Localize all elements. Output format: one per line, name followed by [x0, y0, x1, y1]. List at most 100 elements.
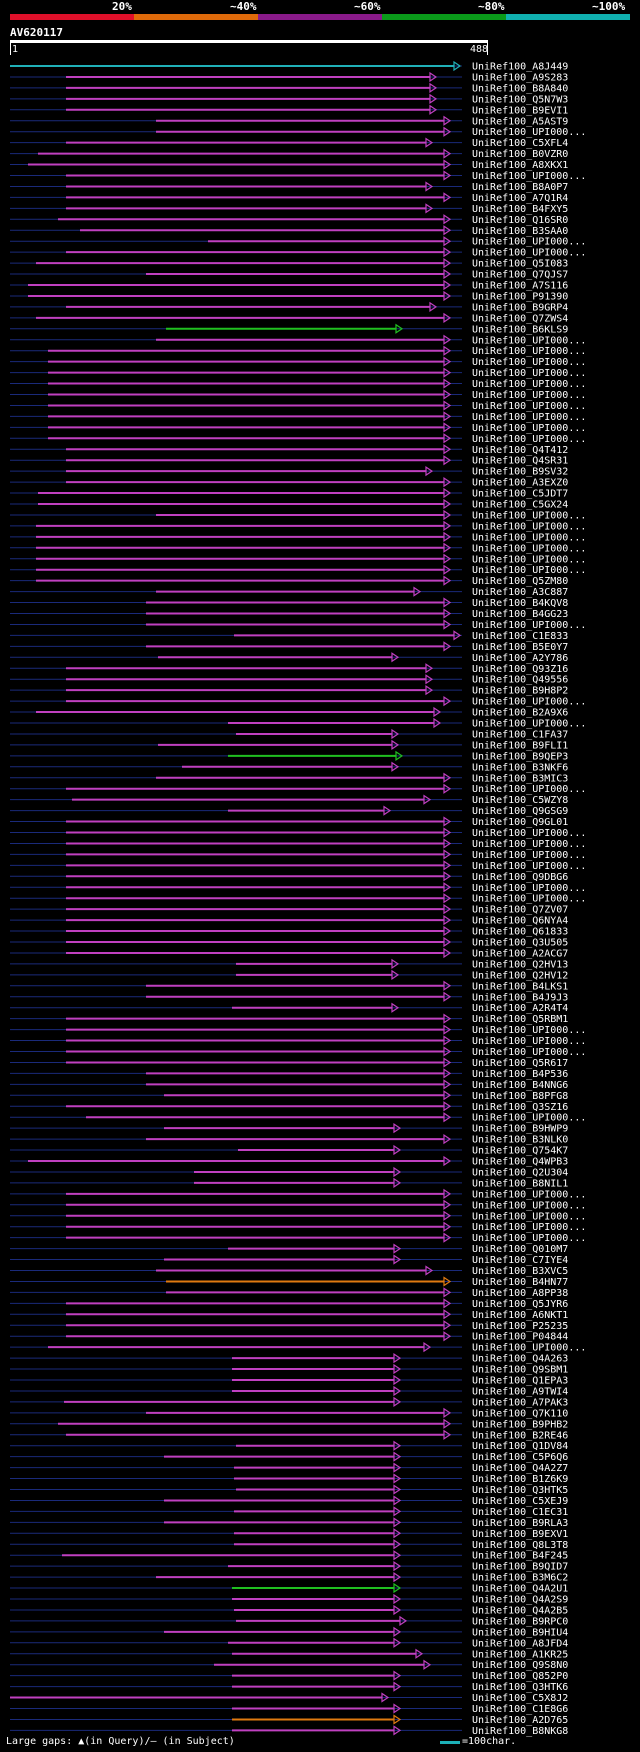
hit-label[interactable]: UniRef100_B2RE46 — [472, 1430, 568, 1441]
hit-label[interactable]: UniRef100_B2A9X6 — [472, 708, 568, 719]
hit-label[interactable]: UniRef100_B5E0Y7 — [472, 642, 568, 653]
hit-label[interactable]: UniRef100_UPI000... — [472, 248, 586, 259]
hit-row[interactable]: UniRef100_Q3HTK5 — [10, 1484, 568, 1496]
hit-row[interactable]: UniRef100_A6NKT1 — [10, 1309, 568, 1321]
hit-row[interactable]: UniRef100_B8NIL1 — [10, 1177, 568, 1189]
hit-label[interactable]: UniRef100_UPI000... — [472, 390, 586, 401]
hit-label[interactable]: UniRef100_B9PHB2 — [472, 1419, 568, 1430]
hit-row[interactable]: UniRef100_A2ACG7 — [10, 947, 568, 959]
hit-label[interactable]: UniRef100_Q7K110 — [472, 1408, 568, 1419]
hit-label[interactable]: UniRef100_A7PAK3 — [472, 1397, 568, 1408]
hit-row[interactable]: UniRef100_B9GRP4 — [10, 301, 568, 313]
hit-row[interactable]: UniRef100_Q9DBG6 — [10, 871, 568, 883]
hit-label[interactable]: UniRef100_B0VZR0 — [472, 149, 568, 160]
hit-row[interactable]: UniRef100_B3NLK0 — [10, 1133, 568, 1146]
hit-label[interactable]: UniRef100_Q9S8N0 — [472, 1660, 568, 1671]
hit-row[interactable]: UniRef100_Q2U304 — [10, 1166, 568, 1178]
hit-row[interactable]: UniRef100_Q61833 — [10, 925, 568, 938]
hit-label[interactable]: UniRef100_UPI000... — [472, 839, 586, 850]
hit-label[interactable]: UniRef100_A9TWI4 — [472, 1386, 568, 1397]
hit-label[interactable]: UniRef100_B3NKF6 — [472, 762, 568, 773]
hit-row[interactable]: UniRef100_UPI000... — [10, 1046, 586, 1058]
hit-row[interactable]: UniRef100_B9FLI1 — [10, 739, 568, 751]
hit-label[interactable]: UniRef100_UPI000... — [472, 127, 586, 138]
hit-label[interactable]: UniRef100_Q5I083 — [472, 259, 568, 270]
hit-label[interactable]: UniRef100_B9FLI1 — [472, 740, 568, 751]
hit-row[interactable]: UniRef100_Q7QJS7 — [10, 268, 568, 281]
hit-row[interactable]: UniRef100_B4GG23 — [10, 608, 568, 620]
hit-label[interactable]: UniRef100_B9H8P2 — [472, 686, 568, 697]
hit-row[interactable]: UniRef100_B9EVI1 — [10, 104, 568, 116]
hit-label[interactable]: UniRef100_C1EC31 — [472, 1507, 568, 1518]
hit-label[interactable]: UniRef100_UPI000... — [472, 171, 586, 182]
hit-label[interactable]: UniRef100_UPI000... — [472, 697, 586, 708]
hit-label[interactable]: UniRef100_UPI000... — [472, 1047, 586, 1058]
hit-row[interactable]: UniRef100_Q9GL01 — [10, 816, 568, 828]
hit-label[interactable]: UniRef100_Q16SR0 — [472, 215, 568, 226]
hit-row[interactable]: UniRef100_UPI000... — [10, 236, 586, 248]
hit-row[interactable]: UniRef100_A1KR25 — [10, 1648, 568, 1660]
hit-row[interactable]: UniRef100_Q754K7 — [10, 1144, 568, 1157]
hit-label[interactable]: UniRef100_B4J9J3 — [472, 992, 568, 1003]
hit-row[interactable]: UniRef100_Q4A2S9 — [10, 1593, 568, 1606]
hit-row[interactable]: UniRef100_B9QEP3 — [10, 750, 568, 762]
hit-row[interactable]: UniRef100_Q9GSG9 — [10, 805, 568, 817]
hit-row[interactable]: UniRef100_UPI000... — [10, 520, 586, 532]
hit-row[interactable]: UniRef100_C5P6Q6 — [10, 1451, 568, 1463]
hit-row[interactable]: UniRef100_B3M6C2 — [10, 1571, 568, 1584]
hit-row[interactable]: UniRef100_Q5N7W3 — [10, 93, 568, 105]
hit-row[interactable]: UniRef100_Q4A263 — [10, 1352, 568, 1365]
hit-row[interactable]: UniRef100_B4HN77 — [10, 1276, 568, 1288]
hit-label[interactable]: UniRef100_Q3HTK5 — [472, 1485, 568, 1496]
hit-row[interactable]: UniRef100_C1E8G6 — [10, 1703, 568, 1715]
hit-row[interactable]: UniRef100_UPI000... — [10, 345, 586, 357]
hit-row[interactable]: UniRef100_Q4A2U1 — [10, 1582, 568, 1595]
hit-row[interactable]: UniRef100_B4P536 — [10, 1068, 568, 1080]
hit-row[interactable]: UniRef100_B4NNG6 — [10, 1079, 568, 1091]
hit-label[interactable]: UniRef100_B8NKG8 — [472, 1726, 568, 1737]
hit-row[interactable]: UniRef100_B9HIU4 — [10, 1626, 568, 1638]
hit-row[interactable]: UniRef100_C5XEJ9 — [10, 1495, 568, 1507]
hit-row[interactable]: UniRef100_Q93Z16 — [10, 663, 568, 675]
hit-label[interactable]: UniRef100_Q5ZM80 — [472, 576, 568, 587]
hit-label[interactable]: UniRef100_B9HIU4 — [472, 1627, 568, 1638]
hit-row[interactable]: UniRef100_A9S283 — [10, 71, 568, 83]
hit-label[interactable]: UniRef100_C5XEJ9 — [472, 1496, 568, 1507]
hit-row[interactable]: UniRef100_A9TWI4 — [10, 1385, 568, 1397]
hit-label[interactable]: UniRef100_UPI000... — [472, 1200, 586, 1211]
hit-row[interactable]: UniRef100_Q4WPB3 — [10, 1155, 568, 1168]
hit-label[interactable]: UniRef100_B3MIC3 — [472, 773, 568, 784]
hit-label[interactable]: UniRef100_UPI000... — [472, 1036, 586, 1047]
hit-row[interactable]: UniRef100_Q9S8N0 — [10, 1659, 568, 1671]
hit-row[interactable]: UniRef100_A2Y786 — [10, 652, 568, 664]
hit-label[interactable]: UniRef100_UPI000... — [472, 510, 586, 521]
hit-label[interactable]: UniRef100_Q6NYA4 — [472, 916, 568, 927]
hit-label[interactable]: UniRef100_B8A0P7 — [472, 182, 568, 193]
hit-label[interactable]: UniRef100_UPI000... — [472, 1222, 586, 1233]
hit-row[interactable]: UniRef100_UPI000... — [10, 378, 586, 390]
hit-row[interactable]: UniRef100_C5GX24 — [10, 498, 568, 511]
hit-label[interactable]: UniRef100_Q3SZ16 — [472, 1102, 568, 1113]
hit-row[interactable]: UniRef100_B9RLA3 — [10, 1517, 568, 1529]
hit-label[interactable]: UniRef100_B4NNG6 — [472, 1080, 568, 1091]
hit-row[interactable]: UniRef100_A2R4T4 — [10, 1002, 568, 1014]
hit-row[interactable]: UniRef100_B9RPC0 — [10, 1615, 568, 1627]
hit-label[interactable]: UniRef100_UPI000... — [472, 850, 586, 861]
hit-row[interactable]: UniRef100_C5JDT7 — [10, 487, 568, 500]
hit-label[interactable]: UniRef100_UPI000... — [472, 554, 586, 565]
hit-label[interactable]: UniRef100_B9EVI1 — [472, 105, 568, 116]
hit-row[interactable]: UniRef100_Q7ZV07 — [10, 904, 568, 916]
hit-label[interactable]: UniRef100_A8JFD4 — [472, 1638, 568, 1649]
hit-label[interactable]: UniRef100_Q4SR31 — [472, 456, 568, 467]
hit-label[interactable]: UniRef100_A1KR25 — [472, 1649, 568, 1660]
hit-row[interactable]: UniRef100_B8NKG8 — [10, 1725, 568, 1737]
hit-label[interactable]: UniRef100_P25235 — [472, 1321, 568, 1332]
hit-label[interactable]: UniRef100_UPI000... — [472, 1113, 586, 1124]
hit-label[interactable]: UniRef100_C5JDT7 — [472, 489, 568, 500]
hit-label[interactable]: UniRef100_UPI000... — [472, 401, 586, 412]
hit-label[interactable]: UniRef100_B4LKS1 — [472, 981, 568, 992]
hit-row[interactable]: UniRef100_UPI000... — [10, 542, 586, 554]
hit-row[interactable]: UniRef100_P91390 — [10, 290, 568, 302]
hit-label[interactable]: UniRef100_Q1EPA3 — [472, 1376, 568, 1387]
hit-label[interactable]: UniRef100_Q2HV12 — [472, 970, 568, 981]
